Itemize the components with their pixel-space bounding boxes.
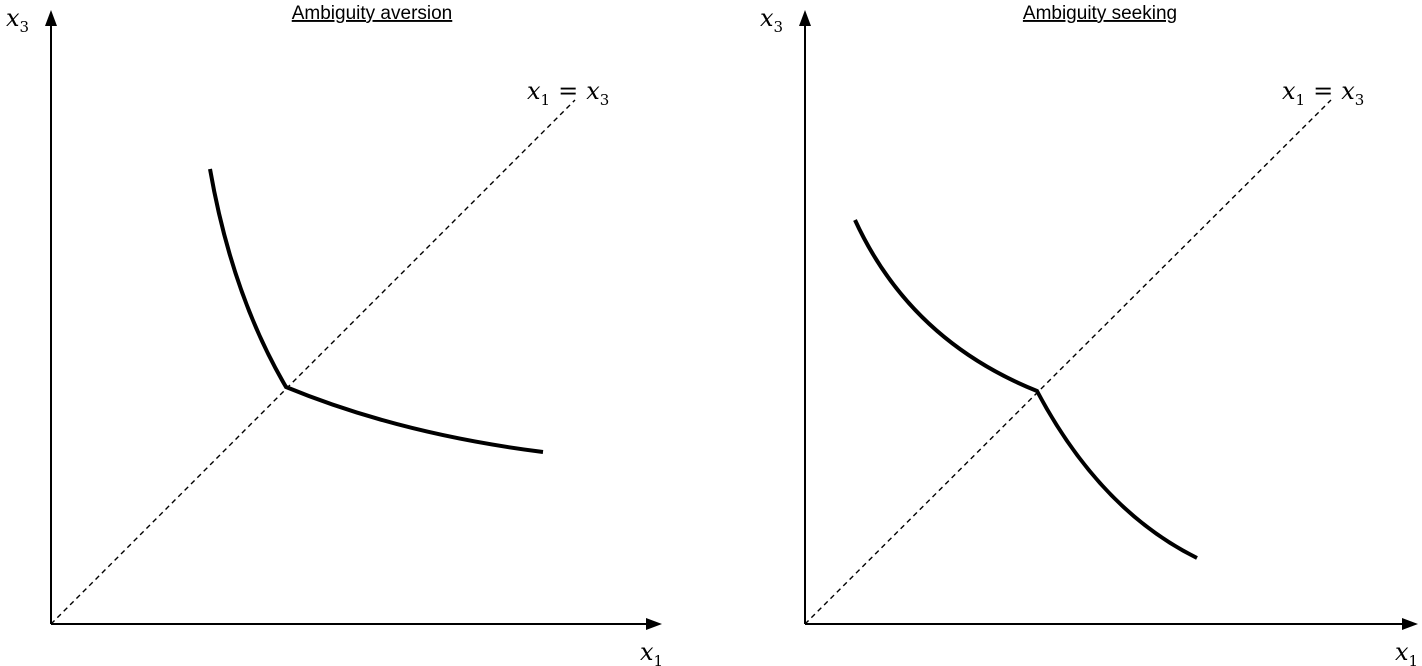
x-axis-arrow-icon (1402, 618, 1418, 630)
diagonal-line (50, 99, 576, 625)
diagonal-line (804, 99, 1332, 625)
y-axis-arrow-icon (45, 10, 57, 26)
panel-title: Ambiguity aversion (292, 3, 453, 24)
x-axis-label: x1 (640, 638, 663, 666)
indifference-curve (208, 168, 544, 454)
indifference-curve (853, 219, 1198, 560)
panel-ambiguity-aversion: Ambiguity aversion x3 x1 x1 = x3 (6, 3, 663, 666)
panel-title: Ambiguity seeking (1023, 3, 1177, 24)
x-axis-arrow-icon (646, 618, 662, 630)
y-axis-arrow-icon (799, 10, 811, 26)
diagonal-label: x1 = x3 (1282, 77, 1364, 109)
y-axis-label: x3 (6, 4, 29, 36)
diagonal-label: x1 = x3 (527, 77, 609, 109)
x-axis-label: x1 (1395, 638, 1418, 666)
y-axis-label: x3 (760, 4, 783, 36)
panel-ambiguity-seeking: Ambiguity seeking x3 x1 x1 = x3 (760, 3, 1418, 666)
